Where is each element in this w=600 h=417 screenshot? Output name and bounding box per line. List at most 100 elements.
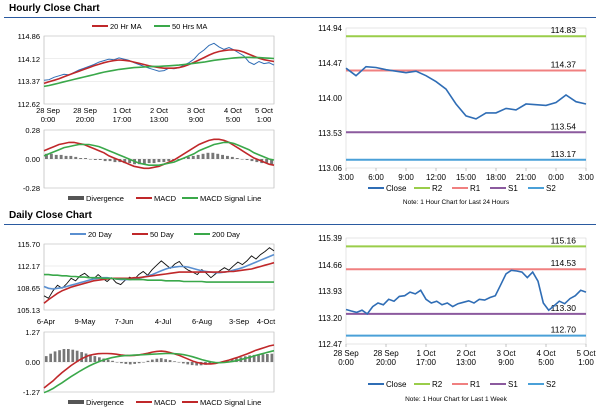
x-tick-label: 1:00 xyxy=(257,115,272,124)
x-tick-label: 4 Oct xyxy=(536,349,556,358)
x-tick-label: 9-May xyxy=(75,317,96,326)
x-tick-label: 5 Oct xyxy=(576,349,596,358)
legend-label-r2: R2 xyxy=(432,184,443,193)
y-tick-label: 108.65 xyxy=(17,284,40,293)
x-tick-label: 28 Sep xyxy=(73,106,97,115)
legend-label-s1: S1 xyxy=(508,380,518,389)
y-tick-label: 115.39 xyxy=(318,234,342,243)
divergence-bar xyxy=(123,159,127,164)
y-tick-label: 105.13 xyxy=(17,306,40,315)
x-tick-label: 0:00 xyxy=(548,173,564,182)
divergence-bar xyxy=(167,159,171,162)
x-tick-label: 4-Jul xyxy=(155,317,172,326)
level-value-label: 112.70 xyxy=(551,325,577,335)
divergence-bar xyxy=(191,155,195,159)
divergence-bar xyxy=(108,159,112,162)
y-tick-label: 114.66 xyxy=(318,261,342,270)
daily-section-title: Daily Close Chart xyxy=(9,210,92,221)
ma20-line xyxy=(43,49,275,85)
y-tick-label: 114.00 xyxy=(318,94,342,103)
y-tick-label: 113.20 xyxy=(318,314,342,323)
level-value-label: 114.83 xyxy=(551,25,577,35)
divergence-bar xyxy=(71,349,75,362)
level-value-label: 115.16 xyxy=(551,235,577,245)
x-tick-label: 28 Sep xyxy=(36,106,60,115)
close-line xyxy=(345,65,587,120)
ma50-line xyxy=(43,56,275,88)
x-tick-label: 20:00 xyxy=(376,358,397,367)
divergence-bar xyxy=(157,159,161,163)
hourly-price-svg: 20 Hr MA 50 Hrs MA 114.86 114.12 113.37 … xyxy=(18,22,275,124)
y-tick-label: 115.70 xyxy=(18,240,40,249)
x-tick-label: 0:00 xyxy=(41,115,56,124)
divergence-bar xyxy=(74,156,78,159)
divergence-bar xyxy=(133,362,136,364)
divergence-bar xyxy=(98,357,101,362)
x-tick-label: 1:00 xyxy=(578,358,594,367)
divergence-bar xyxy=(79,158,83,159)
divergence-bar xyxy=(230,359,234,362)
hourly-24h-chart: 114.83 114.37 113.54 113.17 114.94 114.47 1… xyxy=(306,20,596,210)
divergence-bar xyxy=(142,159,146,165)
y-tick-label: 113.53 xyxy=(318,129,342,138)
series-lines xyxy=(43,247,275,304)
divergence-bar xyxy=(230,156,234,159)
y-tick-label: -1.27 xyxy=(23,388,40,397)
divergence-bar xyxy=(62,349,66,362)
gridlines xyxy=(44,35,274,105)
divergence-bar xyxy=(266,354,269,362)
divergence-bar xyxy=(128,362,132,365)
divergence-bar xyxy=(195,362,198,366)
divergence-bar xyxy=(93,356,97,362)
y-tick-label: 0.00 xyxy=(25,358,40,367)
x-tick-label: 17:00 xyxy=(416,358,437,367)
divergence-bar xyxy=(59,154,63,159)
y-tick-label: 114.86 xyxy=(18,32,40,41)
macd-lines xyxy=(43,344,275,394)
x-tick-label: 6:00 xyxy=(368,173,384,182)
ma50-line xyxy=(43,261,275,304)
divergence-bar xyxy=(128,159,132,164)
x-tick-label: 2 Oct xyxy=(456,349,476,358)
x-tick-label: 3-Sep xyxy=(229,317,249,326)
divergence-bar xyxy=(120,362,123,364)
x-tick-label: 4-Oct xyxy=(257,317,276,326)
divergence-bar xyxy=(146,360,150,362)
x-tick-label: 13:00 xyxy=(456,358,477,367)
gridlines xyxy=(44,243,274,311)
legend-label-divergence: Divergence xyxy=(86,194,124,203)
x-axis: 3:00 6:00 9:00 12:00 15:00 18:00 21:00 0:00 3:00 xyxy=(338,168,594,182)
divergence-bar xyxy=(89,159,92,160)
chart-note: Note: 1 Hour Chart for Last 1 Week xyxy=(405,396,508,403)
x-tick-label: 3:00 xyxy=(578,173,594,182)
x-tick-label: 7-Jun xyxy=(115,317,134,326)
legend-label-s2: S2 xyxy=(546,184,556,193)
plot-area xyxy=(345,237,587,345)
divergence-bar xyxy=(142,362,145,363)
x-tick-label: 0:00 xyxy=(338,358,354,367)
y-tick-label: 114.47 xyxy=(318,59,342,68)
hourly-section-title: Hourly Close Chart xyxy=(9,3,100,14)
divergence-bar xyxy=(245,159,249,160)
legend-swatch-divergence xyxy=(68,400,84,404)
divergence-bar xyxy=(89,354,92,362)
y-tick-label: 0.28 xyxy=(25,126,40,135)
divergence-bar xyxy=(111,360,114,362)
ma200-line xyxy=(44,273,274,283)
x-tick-label: 4 Oct xyxy=(224,106,243,115)
signal-line xyxy=(43,349,275,394)
chart-note: Note: 1 Hour Chart for Last 24 Hours xyxy=(403,199,510,206)
divergence-bar xyxy=(64,155,68,159)
divergence-bar xyxy=(211,152,215,159)
divergence-bar xyxy=(190,362,194,366)
y-tick-label: 113.93 xyxy=(318,287,342,296)
divergence-bar xyxy=(159,358,163,362)
x-tick-label: 9:00 xyxy=(189,115,204,124)
divergence-bar xyxy=(206,152,210,159)
divergence-bar xyxy=(84,158,87,159)
hourly-section-divider xyxy=(4,17,596,18)
x-tick-label: 3 Oct xyxy=(187,106,206,115)
legend-label-macd: MACD xyxy=(154,398,177,407)
divergence-bar xyxy=(69,155,73,159)
